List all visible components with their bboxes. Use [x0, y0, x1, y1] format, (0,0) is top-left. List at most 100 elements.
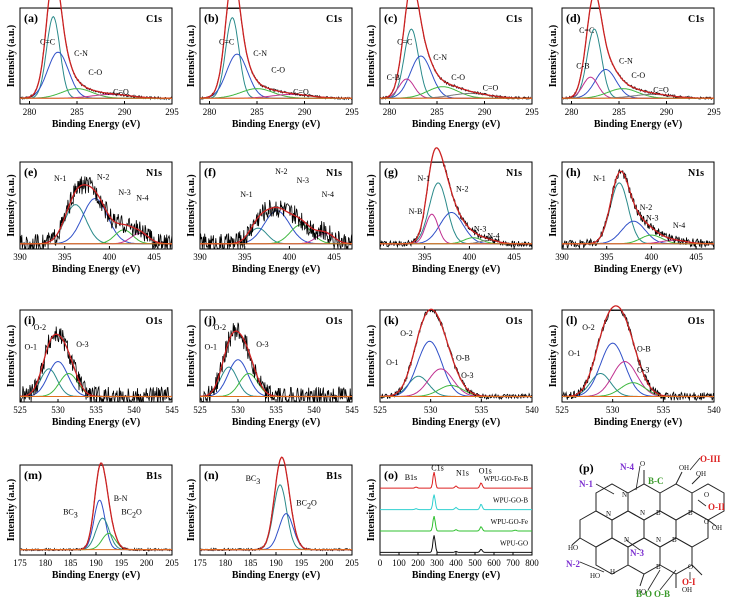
series-name-label: WPU-GO-Fe-B — [484, 475, 529, 483]
peak-label: C-N — [253, 49, 267, 58]
atom-label: OH — [682, 586, 692, 594]
element-label: O1s — [326, 316, 343, 327]
x-axis-label: Binding Energy (eV) — [412, 264, 500, 275]
x-tick-label: 390 — [193, 252, 207, 262]
x-tick-label: 395 — [600, 252, 614, 262]
x-tick-label: 295 — [525, 107, 539, 117]
panel-label: (j) — [204, 313, 216, 327]
y-axis-label: Intensity (a.u.) — [186, 25, 197, 88]
peak-label: BC2O — [121, 508, 142, 520]
peak-label: N-3 — [646, 213, 658, 222]
x-tick-label: 0 — [378, 558, 383, 568]
fit-envelope — [379, 0, 532, 99]
component-peak-bc2o — [200, 513, 352, 551]
x-tick-label: 405 — [327, 252, 341, 262]
component-peak-bc2o — [20, 532, 172, 551]
annotation-n2: N-2 — [566, 559, 580, 569]
x-tick-label: 290 — [118, 107, 132, 117]
plot-frame — [561, 309, 715, 403]
plot-frame — [379, 7, 533, 105]
component-peak-bc3 — [20, 499, 172, 551]
atom-label: O — [704, 491, 709, 499]
x-tick-label: 400 — [283, 252, 297, 262]
y-axis-label: Intensity (a.u.) — [366, 479, 377, 542]
panel-label: (l) — [566, 313, 577, 327]
component-peak-nb — [380, 213, 532, 245]
x-tick-label: 280 — [203, 107, 217, 117]
x-axis-label: Binding Energy (eV) — [412, 417, 500, 428]
raw-spectrum — [19, 326, 173, 403]
peak-label: C=C — [219, 37, 234, 46]
x-tick-label: 700 — [506, 558, 520, 568]
x-tick-label: 280 — [383, 107, 397, 117]
fit-envelope — [562, 0, 714, 99]
y-axis-label: Intensity (a.u.) — [6, 325, 17, 388]
series-name-label: WPU-GO — [500, 539, 528, 547]
annotation-o3: O-III — [700, 454, 721, 464]
component-peak-n2 — [380, 212, 532, 245]
peak-label: B-N — [114, 494, 128, 503]
element-label: C1s — [688, 14, 704, 25]
element-label: N1s — [506, 168, 522, 179]
element-label: O1s — [146, 316, 163, 327]
x-tick-label: 200 — [411, 558, 425, 568]
peak-label: O-1 — [205, 343, 217, 352]
fit-envelope — [199, 330, 352, 398]
x-tick-label: 190 — [269, 558, 283, 568]
peak-label: N-3 — [474, 225, 486, 234]
panel-label: (c) — [384, 11, 397, 25]
x-tick-label: 400 — [645, 252, 659, 262]
peak-label: N-2 — [97, 172, 109, 181]
peak-label: C-N — [74, 49, 88, 58]
peak-label: O1s — [479, 467, 492, 476]
peak-label: O-1 — [568, 349, 580, 358]
annotation-o2: O-II — [708, 502, 726, 512]
peak-label: C=O — [483, 84, 499, 93]
panel-label: (a) — [24, 11, 38, 25]
panel-c: 280 285 290 295 Binding Energy (eV) Intensity… — [366, 0, 539, 130]
x-tick-label: 400 — [103, 252, 117, 262]
x-tick-label: 395 — [418, 252, 432, 262]
survey-series-line — [380, 494, 532, 511]
peak-label: N-3 — [297, 176, 309, 185]
fit-envelope — [562, 170, 714, 245]
x-tick-label: 540 — [707, 405, 721, 415]
atom-label: H — [610, 568, 615, 576]
x-axis-label: Binding Energy (eV) — [594, 119, 682, 130]
component-peak-bn — [20, 517, 172, 551]
x-tick-label: 280 — [23, 107, 37, 117]
annotation-n1: N-1 — [579, 479, 593, 489]
panel-label: (e) — [24, 165, 37, 179]
plot-frame — [19, 161, 173, 250]
peak-label: C=O — [293, 87, 309, 96]
panel-label: (b) — [204, 11, 219, 25]
y-axis-label: Intensity (a.u.) — [548, 25, 559, 88]
peak-label: C=C — [579, 26, 594, 35]
peak-label: C1s — [431, 463, 443, 472]
panel-label: (i) — [24, 313, 35, 327]
peak-label: O-3 — [76, 340, 88, 349]
component-peak-n2 — [562, 220, 714, 245]
peak-label: BC3 — [246, 474, 261, 486]
x-tick-label: 525 — [193, 405, 207, 415]
x-tick-label: 200 — [320, 558, 334, 568]
y-axis-label: Intensity (a.u.) — [366, 325, 377, 388]
peak-label: N-B — [409, 207, 423, 216]
raw-spectrum — [561, 168, 715, 250]
x-tick-label: 525 — [555, 405, 569, 415]
peak-label: C-O — [88, 68, 102, 77]
plot-frame — [561, 161, 715, 250]
x-tick-label: 800 — [525, 558, 539, 568]
x-tick-label: 290 — [660, 107, 674, 117]
peak-label: N-4 — [322, 190, 334, 199]
x-tick-label: 390 — [555, 252, 569, 262]
panel-label: (d) — [566, 11, 581, 25]
element-label: C1s — [506, 14, 522, 25]
x-tick-label: 195 — [295, 558, 309, 568]
component-peak-cn — [199, 53, 352, 99]
x-tick-label: 185 — [244, 558, 258, 568]
peak-label: N-1 — [240, 190, 252, 199]
x-tick-label: 290 — [298, 107, 312, 117]
annotation-bc: B-C — [648, 476, 664, 486]
